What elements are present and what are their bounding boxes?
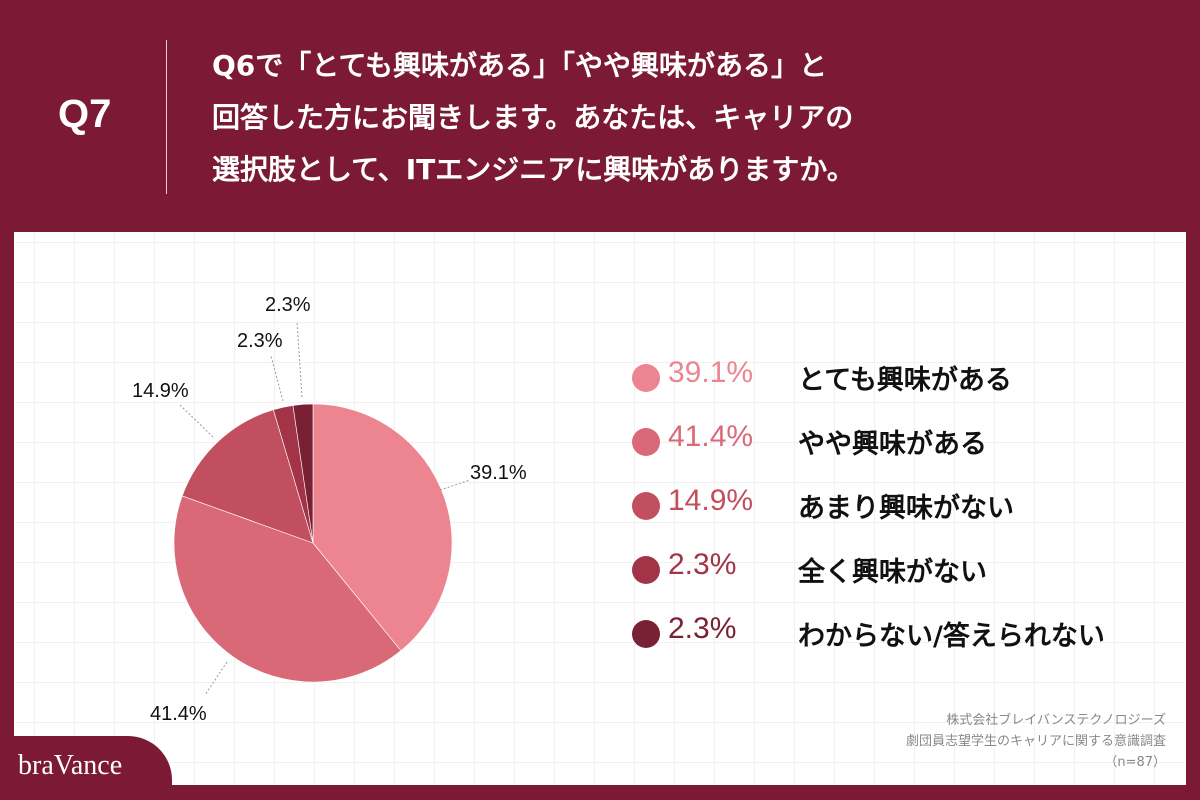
legend-percent: 2.3% xyxy=(668,548,737,581)
brand-logo-text: braVance xyxy=(18,750,123,781)
sample-size: （n=87） xyxy=(1104,755,1166,770)
question-text: Q6で「とても興味がある」「やや興味がある」と 回答した方にお聞きします。あなた… xyxy=(212,40,1112,196)
pie-slice xyxy=(312,403,453,652)
pie-slice xyxy=(292,403,314,544)
legend-percent: 41.4% xyxy=(668,420,754,453)
question-line: 選択肢として、ITエンジニアに興味がありますか。 xyxy=(212,153,855,186)
pie-slice xyxy=(181,409,314,544)
slice-label-2: 41.4% xyxy=(150,703,207,725)
legend-dot-icon xyxy=(632,492,660,520)
question-line: 回答した方にお聞きします。あなたは、キャリアの xyxy=(212,101,854,134)
legend-percent: 2.3% xyxy=(668,612,737,645)
source-note: 株式会社ブレイバンステクノロジーズ 劇団員志望学生のキャリアに関する意識調査 （… xyxy=(906,710,1166,773)
legend-label: とても興味がある xyxy=(798,365,1012,396)
legend-dot-icon xyxy=(632,556,660,584)
pie-slices xyxy=(173,403,453,683)
leader-line xyxy=(439,479,471,491)
legend-label: あまり興味がない xyxy=(798,493,1014,524)
legend-percent: 14.9% xyxy=(668,484,754,517)
header: Q7 Q6で「とても興味がある」「やや興味がある」と 回答した方にお聞きします。… xyxy=(0,0,1200,232)
question-number: Q7 xyxy=(58,92,112,136)
legend-percent: 39.1% xyxy=(668,356,754,389)
leader-line xyxy=(296,321,303,398)
leader-line xyxy=(270,355,284,402)
pie-slice xyxy=(173,495,402,683)
leader-lines xyxy=(179,321,471,696)
brand-logo: braVance xyxy=(0,736,172,800)
leader-line xyxy=(179,404,214,438)
slice-label-3: 14.9% xyxy=(132,380,189,402)
source-company: 株式会社ブレイバンステクノロジーズ xyxy=(946,713,1166,728)
leader-line xyxy=(204,661,228,696)
source-survey: 劇団員志望学生のキャリアに関する意識調査 xyxy=(905,734,1166,749)
slice-label-5: 2.3% xyxy=(265,294,311,316)
legend-label: 全く興味がない xyxy=(798,557,987,588)
legend-dot-icon xyxy=(632,428,660,456)
question-line: Q6で「とても興味がある」「やや興味がある」と xyxy=(212,49,828,82)
slice-label-4: 2.3% xyxy=(237,330,283,352)
header-divider xyxy=(166,40,167,194)
legend-label: わからない/答えられない xyxy=(798,621,1105,652)
legend-dot-icon xyxy=(632,364,660,392)
slice-label-1: 39.1% xyxy=(470,462,527,484)
legend-label: やや興味がある xyxy=(798,429,987,460)
legend-dot-icon xyxy=(632,620,660,648)
